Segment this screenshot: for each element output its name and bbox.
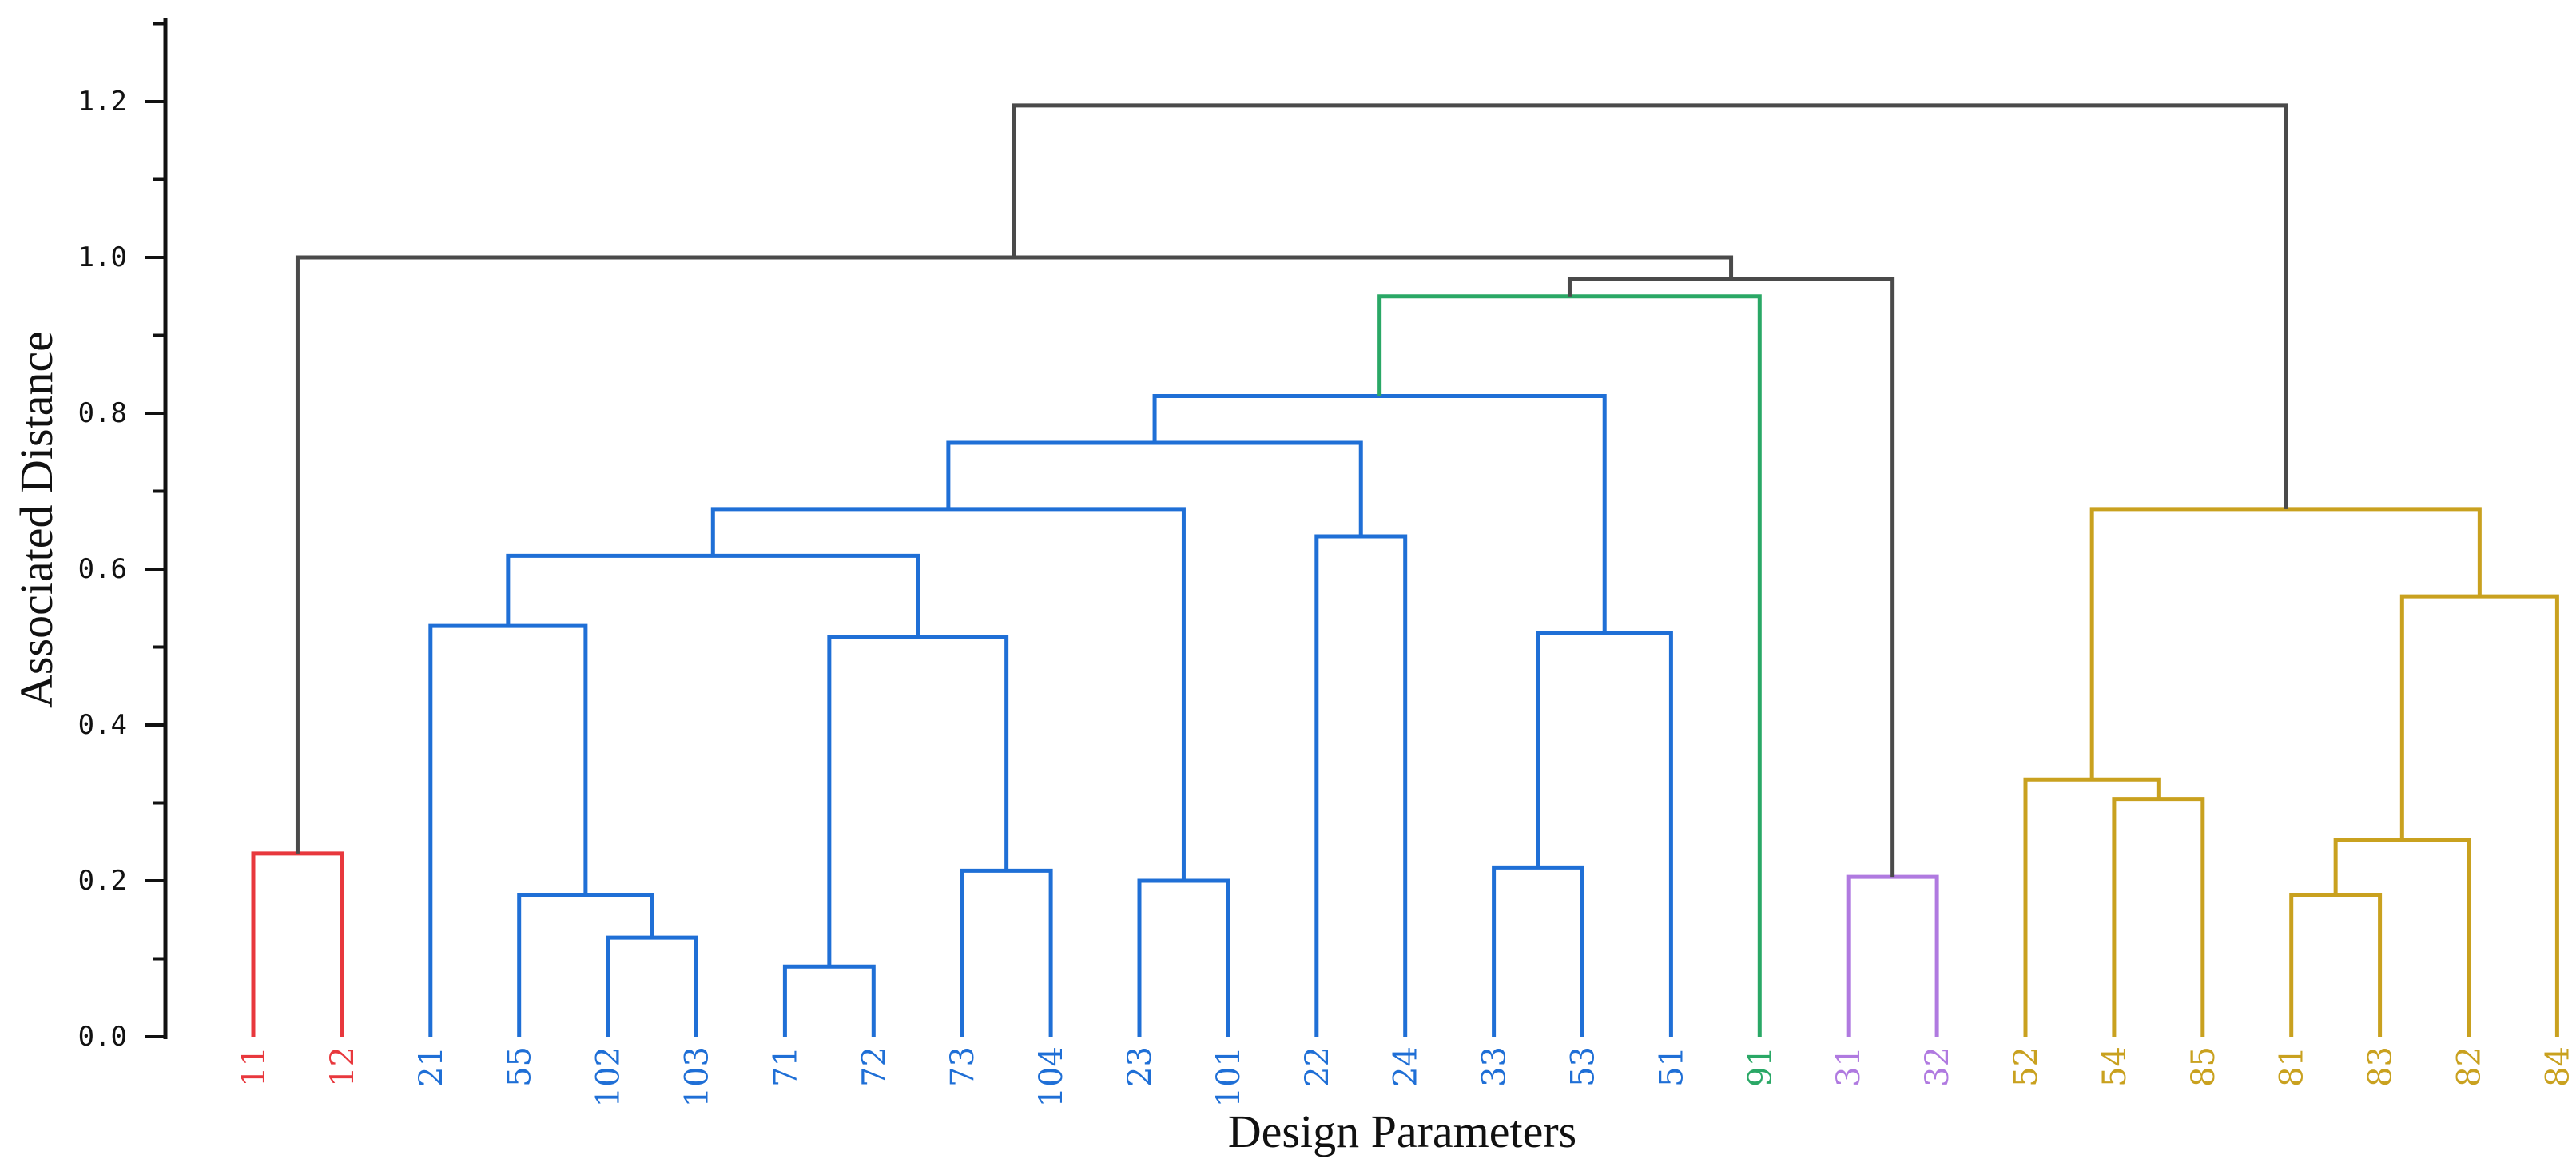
merge-link-h-i [710, 507, 1186, 881]
merge-link-l-n [1152, 394, 1607, 633]
leaf-label-32: 32 [1919, 1046, 1956, 1087]
leaf-label-54: 54 [2097, 1046, 2133, 1087]
merge-link-p-q [1567, 277, 1895, 878]
merge-link-54-85 [2112, 797, 2205, 1037]
merge-link-o-91 [1377, 294, 1762, 1037]
merge-link-81-83 [2289, 893, 2383, 1037]
leaf-label-51: 51 [1653, 1046, 1690, 1087]
y-axis-title: Associated Distance [10, 331, 62, 708]
x-axis-title: Design Parameters [1228, 1105, 1576, 1157]
leaf-label-91: 91 [1742, 1046, 1779, 1087]
y-tick-label-0-0: 0.0 [78, 1021, 127, 1053]
leaf-label-82: 82 [2451, 1046, 2488, 1087]
merge-link-21-c [428, 623, 588, 1037]
y-tick-label-0-4: 0.4 [78, 709, 127, 741]
leaf-label-21: 21 [413, 1046, 450, 1087]
leaf-label-104: 104 [1033, 1046, 1070, 1107]
merge-link-73-104 [960, 868, 1053, 1037]
merge-link-33-53 [1492, 865, 1584, 1037]
dendrogram-links [251, 103, 2559, 1037]
leaf-label-85: 85 [2185, 1046, 2222, 1087]
merge-link-71-72 [782, 964, 876, 1037]
leaf-label-52: 52 [2008, 1046, 2045, 1087]
merge-link-m-51 [1536, 631, 1673, 1037]
y-tick-label-0-2: 0.2 [78, 865, 127, 897]
leaf-label-103: 103 [679, 1046, 716, 1107]
y-tick-label-1-2: 1.2 [78, 86, 127, 118]
leaf-label-12: 12 [324, 1046, 361, 1087]
leaf-label-101: 101 [1210, 1046, 1247, 1107]
merge-link-102-103 [606, 935, 698, 1037]
y-tick-label-0-8: 0.8 [78, 397, 127, 429]
leaf-label-11: 11 [236, 1046, 272, 1087]
y-tick-label-0-6: 0.6 [78, 553, 127, 585]
merge-link-52-t [2023, 777, 2161, 1037]
merge-link-w-84 [2399, 594, 2559, 1037]
leaf-label-72: 72 [856, 1046, 892, 1087]
leaf-label-73: 73 [944, 1046, 981, 1087]
leaf-label-22: 22 [1299, 1046, 1336, 1087]
leaf-label-31: 31 [1831, 1046, 1867, 1087]
merge-link-s-y [1012, 103, 2288, 509]
leaf-label-23: 23 [1122, 1046, 1159, 1087]
merge-link-55-b [517, 893, 654, 1037]
leaf-label-55: 55 [502, 1046, 539, 1087]
leaf-label-24: 24 [1388, 1046, 1425, 1087]
merge-link-v-82 [2333, 838, 2471, 1037]
leaf-label-84: 84 [2539, 1046, 2576, 1087]
leaf-labels: 11 12 21 55 102 103 71 72 73 104 23 101 22 24 33 53 51 91… [236, 1046, 2576, 1107]
merge-link-e-f [827, 635, 1009, 967]
merge-link-31-32 [1846, 874, 1939, 1037]
leaf-label-102: 102 [590, 1046, 627, 1107]
merge-link-u-x [2089, 507, 2482, 780]
merge-link-23-101 [1137, 878, 1230, 1037]
merge-link-22-24 [1314, 534, 1408, 1037]
leaf-label-81: 81 [2274, 1046, 2311, 1087]
y-tick-label-1-0: 1.0 [78, 241, 127, 273]
merge-link-j-k [946, 440, 1363, 537]
y-axis: 0.0 0.2 0.4 0.6 0.8 1.0 1.2 [78, 18, 168, 1053]
leaf-label-71: 71 [767, 1046, 804, 1087]
merge-link-11-12 [251, 851, 344, 1037]
leaf-label-83: 83 [2363, 1046, 2399, 1087]
leaf-label-33: 33 [1477, 1046, 1513, 1087]
leaf-label-53: 53 [1565, 1046, 1602, 1087]
y-ticks: 0.0 0.2 0.4 0.6 0.8 1.0 1.2 [78, 22, 165, 1053]
